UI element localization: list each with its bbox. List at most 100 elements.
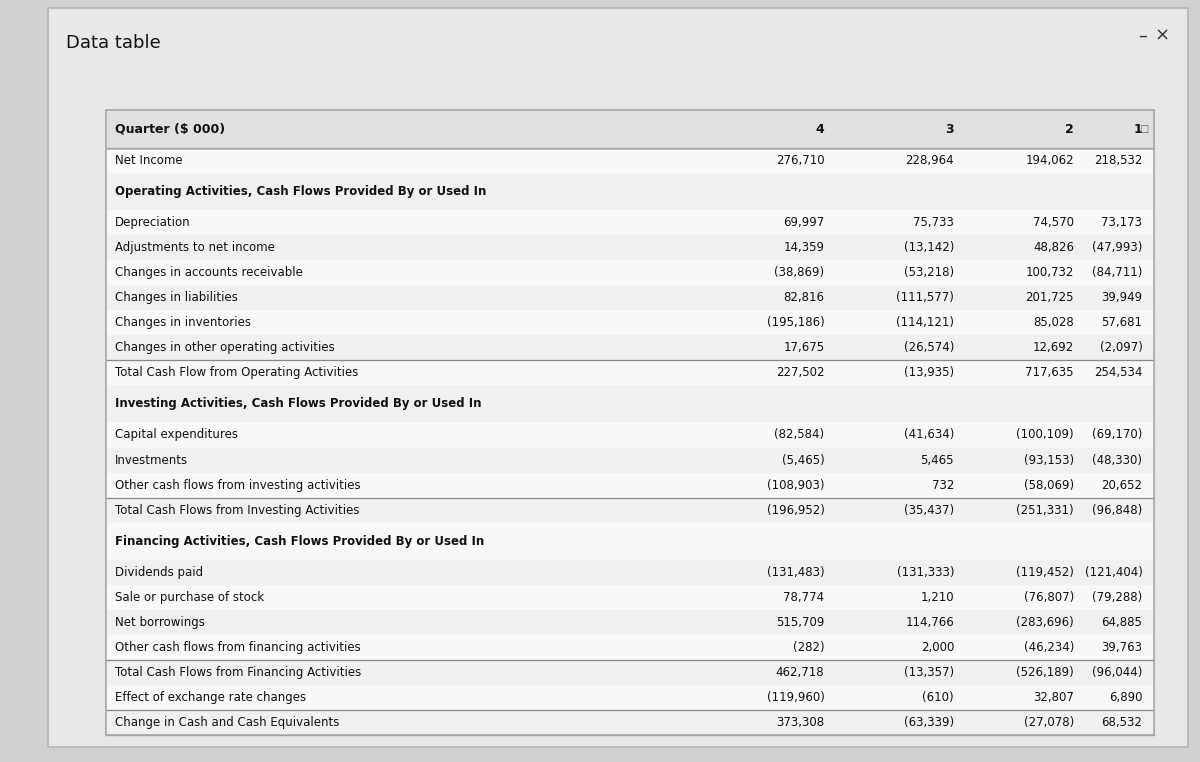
- Text: 1,210: 1,210: [920, 591, 954, 604]
- Text: 114,766: 114,766: [905, 616, 954, 629]
- Text: 48,826: 48,826: [1033, 241, 1074, 254]
- Text: 373,308: 373,308: [776, 716, 824, 729]
- Text: 717,635: 717,635: [1026, 367, 1074, 379]
- Text: (283,696): (283,696): [1016, 616, 1074, 629]
- Text: 82,816: 82,816: [784, 291, 824, 304]
- Text: Dividends paid: Dividends paid: [115, 566, 203, 579]
- Text: Total Cash Flows from Investing Activities: Total Cash Flows from Investing Activiti…: [115, 504, 360, 517]
- Text: Changes in accounts receivable: Changes in accounts receivable: [115, 266, 304, 279]
- Text: (96,044): (96,044): [1092, 666, 1142, 679]
- Text: Financing Activities, Cash Flows Provided By or Used In: Financing Activities, Cash Flows Provide…: [115, 535, 485, 548]
- Text: 74,570: 74,570: [1033, 216, 1074, 229]
- Text: Net borrowings: Net borrowings: [115, 616, 205, 629]
- Text: 194,062: 194,062: [1025, 154, 1074, 167]
- Text: (13,142): (13,142): [904, 241, 954, 254]
- Text: (41,634): (41,634): [904, 428, 954, 441]
- Text: 2: 2: [1066, 123, 1074, 136]
- Text: 32,807: 32,807: [1033, 691, 1074, 704]
- Text: (251,331): (251,331): [1016, 504, 1074, 517]
- Text: Investments: Investments: [115, 453, 188, 466]
- Text: (93,153): (93,153): [1024, 453, 1074, 466]
- Text: Quarter ($ 000): Quarter ($ 000): [115, 123, 226, 136]
- Text: (100,109): (100,109): [1016, 428, 1074, 441]
- Text: Changes in inventories: Changes in inventories: [115, 316, 251, 329]
- Text: (84,711): (84,711): [1092, 266, 1142, 279]
- Text: (2,097): (2,097): [1099, 341, 1142, 354]
- Text: Depreciation: Depreciation: [115, 216, 191, 229]
- Text: (58,069): (58,069): [1024, 479, 1074, 491]
- Text: 515,709: 515,709: [776, 616, 824, 629]
- Text: Changes in other operating activities: Changes in other operating activities: [115, 341, 335, 354]
- Text: (26,574): (26,574): [904, 341, 954, 354]
- Text: (27,078): (27,078): [1024, 716, 1074, 729]
- Text: 276,710: 276,710: [775, 154, 824, 167]
- Text: Data table: Data table: [66, 34, 161, 53]
- Text: Total Cash Flow from Operating Activities: Total Cash Flow from Operating Activitie…: [115, 367, 359, 379]
- Text: 1: 1: [1134, 123, 1142, 136]
- Text: 4: 4: [816, 123, 824, 136]
- Text: 17,675: 17,675: [784, 341, 824, 354]
- Text: 6,890: 6,890: [1109, 691, 1142, 704]
- Text: (108,903): (108,903): [767, 479, 824, 491]
- Text: (53,218): (53,218): [904, 266, 954, 279]
- Text: 69,997: 69,997: [784, 216, 824, 229]
- Text: (131,333): (131,333): [896, 566, 954, 579]
- Text: 218,532: 218,532: [1094, 154, 1142, 167]
- Text: –: –: [1138, 27, 1147, 45]
- Text: Change in Cash and Cash Equivalents: Change in Cash and Cash Equivalents: [115, 716, 340, 729]
- Text: Investing Activities, Cash Flows Provided By or Used In: Investing Activities, Cash Flows Provide…: [115, 397, 481, 411]
- Text: Effect of exchange rate changes: Effect of exchange rate changes: [115, 691, 306, 704]
- Text: (282): (282): [793, 641, 824, 654]
- Text: 3: 3: [946, 123, 954, 136]
- Text: (526,189): (526,189): [1016, 666, 1074, 679]
- Text: Other cash flows from investing activities: Other cash flows from investing activiti…: [115, 479, 361, 491]
- Text: (610): (610): [923, 691, 954, 704]
- Text: 64,885: 64,885: [1102, 616, 1142, 629]
- Text: (111,577): (111,577): [896, 291, 954, 304]
- Text: Changes in liabilities: Changes in liabilities: [115, 291, 238, 304]
- Text: ×: ×: [1154, 27, 1169, 45]
- Text: Total Cash Flows from Financing Activities: Total Cash Flows from Financing Activiti…: [115, 666, 361, 679]
- Text: (82,584): (82,584): [774, 428, 824, 441]
- Text: 254,534: 254,534: [1094, 367, 1142, 379]
- Text: (79,288): (79,288): [1092, 591, 1142, 604]
- Text: (5,465): (5,465): [781, 453, 824, 466]
- Text: 462,718: 462,718: [775, 666, 824, 679]
- Text: (76,807): (76,807): [1024, 591, 1074, 604]
- Text: (47,993): (47,993): [1092, 241, 1142, 254]
- Text: (114,121): (114,121): [896, 316, 954, 329]
- Text: 73,173: 73,173: [1102, 216, 1142, 229]
- Text: (63,339): (63,339): [904, 716, 954, 729]
- Text: 14,359: 14,359: [784, 241, 824, 254]
- Text: (196,952): (196,952): [767, 504, 824, 517]
- Text: Other cash flows from financing activities: Other cash flows from financing activiti…: [115, 641, 361, 654]
- Text: Capital expenditures: Capital expenditures: [115, 428, 238, 441]
- Text: 228,964: 228,964: [905, 154, 954, 167]
- Text: 75,733: 75,733: [913, 216, 954, 229]
- Text: 5,465: 5,465: [920, 453, 954, 466]
- Text: □: □: [1139, 124, 1148, 134]
- Text: 39,763: 39,763: [1102, 641, 1142, 654]
- Text: (121,404): (121,404): [1085, 566, 1142, 579]
- Text: (119,452): (119,452): [1016, 566, 1074, 579]
- Text: 20,652: 20,652: [1102, 479, 1142, 491]
- Text: (195,186): (195,186): [767, 316, 824, 329]
- Text: (38,869): (38,869): [774, 266, 824, 279]
- Text: Adjustments to net income: Adjustments to net income: [115, 241, 275, 254]
- Text: (13,935): (13,935): [904, 367, 954, 379]
- Text: Net Income: Net Income: [115, 154, 182, 167]
- Text: (46,234): (46,234): [1024, 641, 1074, 654]
- Text: (48,330): (48,330): [1092, 453, 1142, 466]
- Text: 78,774: 78,774: [784, 591, 824, 604]
- Text: (131,483): (131,483): [767, 566, 824, 579]
- Text: (35,437): (35,437): [904, 504, 954, 517]
- Text: (13,357): (13,357): [904, 666, 954, 679]
- Text: 12,692: 12,692: [1033, 341, 1074, 354]
- Text: 732: 732: [931, 479, 954, 491]
- Text: Sale or purchase of stock: Sale or purchase of stock: [115, 591, 264, 604]
- Text: 68,532: 68,532: [1102, 716, 1142, 729]
- Text: Operating Activities, Cash Flows Provided By or Used In: Operating Activities, Cash Flows Provide…: [115, 184, 486, 198]
- Text: 227,502: 227,502: [776, 367, 824, 379]
- Text: (96,848): (96,848): [1092, 504, 1142, 517]
- Text: 100,732: 100,732: [1026, 266, 1074, 279]
